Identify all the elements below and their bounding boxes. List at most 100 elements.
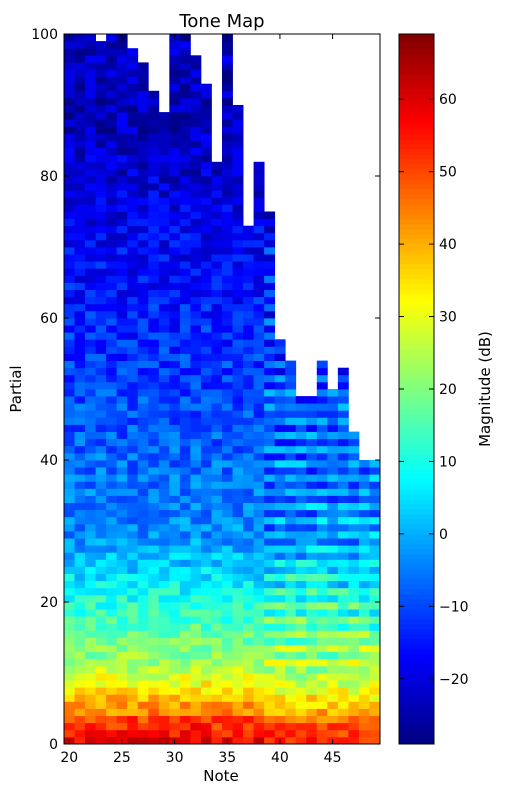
heatmap-cell [337,545,349,553]
heatmap-cell [158,729,170,738]
heatmap-cell [74,147,86,156]
heatmap-cell [179,218,191,227]
colorbar-segment [399,674,434,680]
heatmap-cell [264,289,276,298]
heatmap-cell [337,573,349,582]
heatmap-cell [95,140,107,148]
heatmap-cell [243,325,254,333]
heatmap-cell [85,445,96,454]
heatmap-cell [200,275,212,283]
heatmap-cell [253,183,265,191]
heatmap-cell [169,637,181,645]
heatmap-cell [337,602,349,610]
heatmap-cell [295,616,307,624]
heatmap-cell [232,644,244,653]
heatmap-cell [253,417,265,425]
heatmap-cell [200,729,212,738]
heatmap-cell [200,396,212,404]
y-tick-label: 0 [49,737,58,753]
heatmap-cell [85,623,96,631]
heatmap-cell [200,140,212,148]
heatmap-cell [148,360,160,369]
heatmap-cell [116,268,128,276]
heatmap-cell [95,559,107,567]
heatmap-cell [348,431,360,440]
heatmap-cell [264,722,276,731]
heatmap-cell [274,367,286,376]
heatmap-cell [137,261,149,269]
heatmap-cell [264,431,276,440]
heatmap-cell [127,637,139,645]
heatmap-cell [127,417,139,425]
heatmap-cell [85,637,96,645]
heatmap-cell [74,715,86,724]
heatmap-cell [253,559,265,567]
heatmap-cell [158,303,170,312]
heatmap-cell [169,396,181,404]
heatmap-cell [179,431,191,440]
heatmap-cell [127,197,139,205]
heatmap-cell [106,694,118,702]
heatmap-cell [169,183,181,191]
heatmap-cell [264,488,276,496]
heatmap-cell [64,325,75,333]
heatmap-cell [148,211,160,219]
heatmap-cell [369,715,381,724]
heatmap-cell [95,687,107,695]
colorbar-segment [399,309,434,315]
heatmap-cell [158,389,170,397]
heatmap-cells [64,34,381,745]
heatmap-cell [232,736,244,745]
heatmap-cell [369,460,381,468]
heatmap-cell [253,616,265,624]
heatmap-cell [243,403,254,411]
heatmap-cell [369,566,381,574]
heatmap-cell [85,602,96,610]
heatmap-cell [95,452,107,461]
heatmap-cell [190,190,202,198]
heatmap-cell [127,531,139,539]
heatmap-cell [95,176,107,184]
heatmap-cell [64,211,75,219]
heatmap-cell [316,559,328,567]
heatmap-cell [74,680,86,688]
heatmap-cell [116,566,128,574]
heatmap-cell [211,609,223,617]
heatmap-cell [158,204,170,212]
heatmap-cell [222,651,233,660]
heatmap-cell [274,715,286,724]
heatmap-cell [243,339,254,347]
heatmap-cell [169,154,181,163]
heatmap-cell [148,474,160,482]
heatmap-cell [295,516,307,525]
heatmap-cell [169,460,181,468]
heatmap-cell [211,353,223,361]
heatmap-cell [74,48,86,56]
heatmap-cell [285,495,297,503]
heatmap-cell [232,154,244,163]
heatmap-cell [127,318,139,326]
heatmap-cell [85,296,96,305]
heatmap-cell [264,410,276,418]
heatmap-cell [243,729,254,738]
heatmap-cell [253,609,265,617]
colorbar-segment [399,729,434,735]
colorbar-segment [399,339,434,345]
heatmap-cell [274,381,286,390]
heatmap-cell [148,310,160,319]
heatmap-cell [148,594,160,603]
heatmap-cell [85,318,96,326]
heatmap-cell [148,112,160,120]
heatmap-cell [190,197,202,205]
heatmap-cell [158,126,170,134]
colorbar-segment [399,469,434,475]
heatmap-cell [253,275,265,283]
heatmap-cell [337,687,349,695]
heatmap-cell [243,452,254,461]
heatmap-cell [200,218,212,227]
heatmap-cell [95,381,107,390]
heatmap-cell [148,538,160,546]
heatmap-cell [190,239,202,248]
heatmap-cell [127,239,139,248]
heatmap-cell [211,410,223,418]
